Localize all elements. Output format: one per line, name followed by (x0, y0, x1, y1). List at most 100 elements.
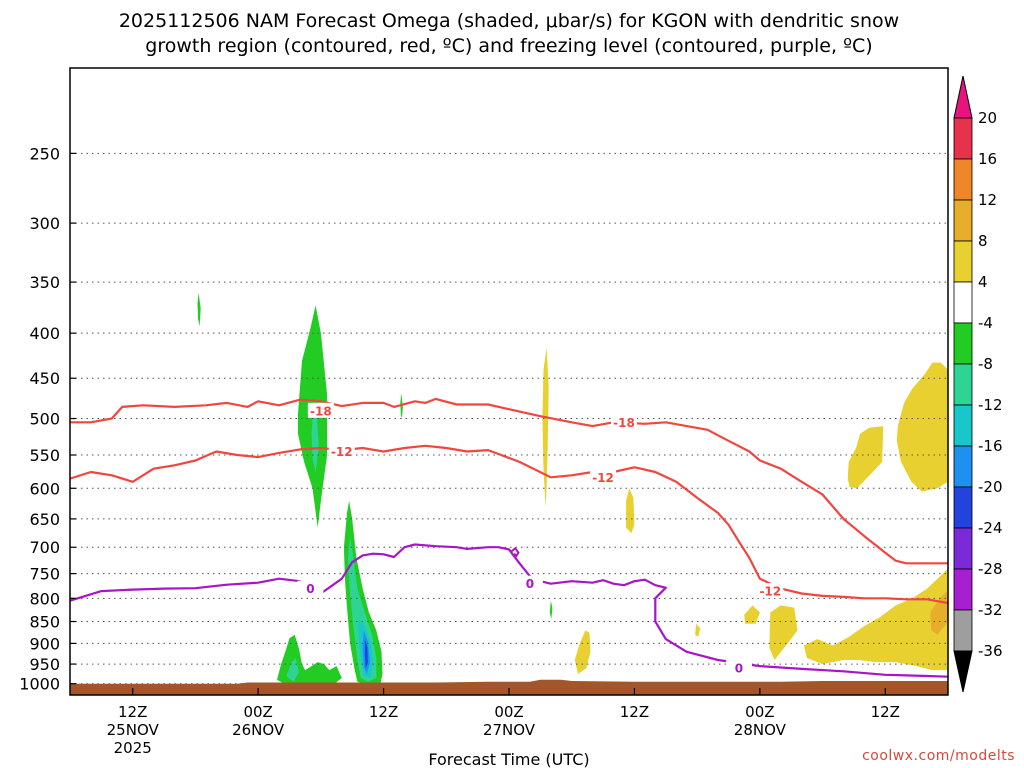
omega-region-21 (896, 362, 948, 492)
colorbar-swatch (953, 609, 973, 652)
credit-text: coolwx.com/modelts (862, 748, 1015, 764)
colorbar-label: 12 (978, 191, 997, 209)
contour-label-bg (328, 443, 355, 459)
contour-label: -18 (613, 416, 635, 430)
contour-line (70, 444, 948, 605)
omega-region-13 (574, 630, 591, 674)
colorbar-label: 4 (978, 273, 988, 291)
omega-region-4 (343, 500, 383, 685)
colorbar-label: -24 (978, 519, 1003, 537)
omega-region-8 (364, 639, 368, 669)
colorbar-bottom-arrow (953, 650, 973, 693)
omega-region-18 (803, 568, 948, 671)
colorbar-label: -32 (978, 601, 1003, 619)
x-tick-label: 26NOV (232, 721, 285, 739)
contour-label-bg (725, 660, 752, 676)
contour-label: 0 (306, 582, 314, 596)
x-tick-label: 2025 (114, 739, 152, 757)
y-tick-label: 750 (29, 565, 60, 584)
x-tick-label: 27NOV (483, 721, 536, 739)
y-tick-label: 550 (29, 446, 60, 465)
colorbar-swatch (953, 199, 973, 242)
chart-title-line-2: growth region (contoured, red, ºC) and f… (145, 35, 872, 57)
colorbar-swatch (953, 363, 973, 406)
x-tick-label: 00Z (494, 703, 523, 721)
terrain-layer (70, 679, 948, 695)
contour-label: -12 (592, 471, 614, 485)
contour-label: 0 (526, 577, 534, 591)
omega-region-12 (542, 347, 549, 507)
y-tick-label: 950 (29, 655, 60, 674)
y-tick-label: 450 (29, 369, 60, 388)
x-tick-label: 28NOV (734, 721, 787, 739)
y-tick-label: 350 (29, 273, 60, 292)
y-tick-label: 800 (29, 589, 60, 608)
y-tick-label: 500 (29, 410, 60, 429)
x-tick-label: 12Z (871, 703, 900, 721)
colorbar-swatch (953, 240, 973, 283)
y-tick-label: 850 (29, 613, 60, 632)
x-tick-label: 12Z (118, 703, 147, 721)
contour-label: -12 (331, 445, 353, 459)
omega-region-20 (847, 426, 884, 489)
contour-label-bg (307, 402, 334, 418)
x-tick-label: 00Z (243, 703, 272, 721)
colorbar-swatch (953, 527, 973, 570)
plot-area: -18 -18 -12 -12 -12 0 0 0 (70, 152, 948, 695)
colorbar-label: -12 (978, 396, 1003, 414)
contour-label: -12 (759, 585, 781, 599)
omega-region-11 (549, 600, 553, 620)
x-tick-label: 25NOV (107, 721, 160, 739)
contour-label-bg (590, 469, 617, 485)
colorbar-label: -16 (978, 437, 1003, 455)
colorbar-swatch (953, 404, 973, 447)
contour-label-bg (757, 583, 784, 599)
y-tick-label: 300 (29, 214, 60, 233)
colorbar-swatch (953, 445, 973, 488)
colorbar-label: 16 (978, 150, 997, 168)
contour-layer: -18 -18 -12 -12 -12 0 0 0 (70, 397, 948, 678)
chart-title-line-1: 2025112506 NAM Forecast Omega (shaded, μ… (119, 10, 899, 32)
omega-region-17 (769, 605, 798, 660)
omega-region-16 (744, 605, 760, 624)
contour-line (70, 543, 948, 678)
colorbar: 20 16 12 8 4 -4 -8 -12 -16 -20 -24 -28 -32 -36 (953, 75, 1003, 693)
colorbar-label: -4 (978, 314, 993, 332)
contour-stub (510, 546, 520, 558)
contour-label: -18 (310, 404, 332, 418)
contour-label-bg (516, 575, 543, 591)
y-axis-ticks: 250 300 350 400 450 500 550 600 650 700 750 800 850 9… (19, 144, 76, 694)
omega-region-14 (626, 488, 635, 534)
omega-shading-layer (197, 292, 948, 685)
x-tick-label: 12Z (369, 703, 398, 721)
omega-region-15 (695, 623, 701, 637)
colorbar-label: 20 (978, 109, 997, 127)
y-tick-label: 250 (29, 144, 60, 163)
y-tick-label: 700 (29, 538, 60, 557)
colorbar-swatch (953, 117, 973, 160)
omega-region-2 (197, 292, 201, 327)
colorbar-label: -28 (978, 560, 1003, 578)
colorbar-label: -36 (978, 642, 1003, 660)
terrain-ground (70, 679, 948, 695)
colorbar-label: -20 (978, 478, 1003, 496)
y-tick-label: 1000 (19, 675, 60, 694)
colorbar-swatch (953, 281, 973, 324)
y-tick-label: 400 (29, 324, 60, 343)
colorbar-swatch (953, 486, 973, 529)
colorbar-label: 8 (978, 232, 988, 250)
x-tick-label: 00Z (745, 703, 774, 721)
y-tick-label: 650 (29, 510, 60, 529)
colorbar-label: -8 (978, 355, 993, 373)
y-tick-label: 900 (29, 634, 60, 653)
x-tick-label: 12Z (620, 703, 649, 721)
contour-line (70, 397, 948, 565)
colorbar-swatch (953, 322, 973, 365)
colorbar-swatch (953, 158, 973, 201)
x-axis-label: Forecast Time (UTC) (428, 750, 589, 768)
contour-label-bg (610, 414, 637, 430)
y-tick-label: 600 (29, 479, 60, 498)
contour-label-bg (297, 580, 324, 596)
